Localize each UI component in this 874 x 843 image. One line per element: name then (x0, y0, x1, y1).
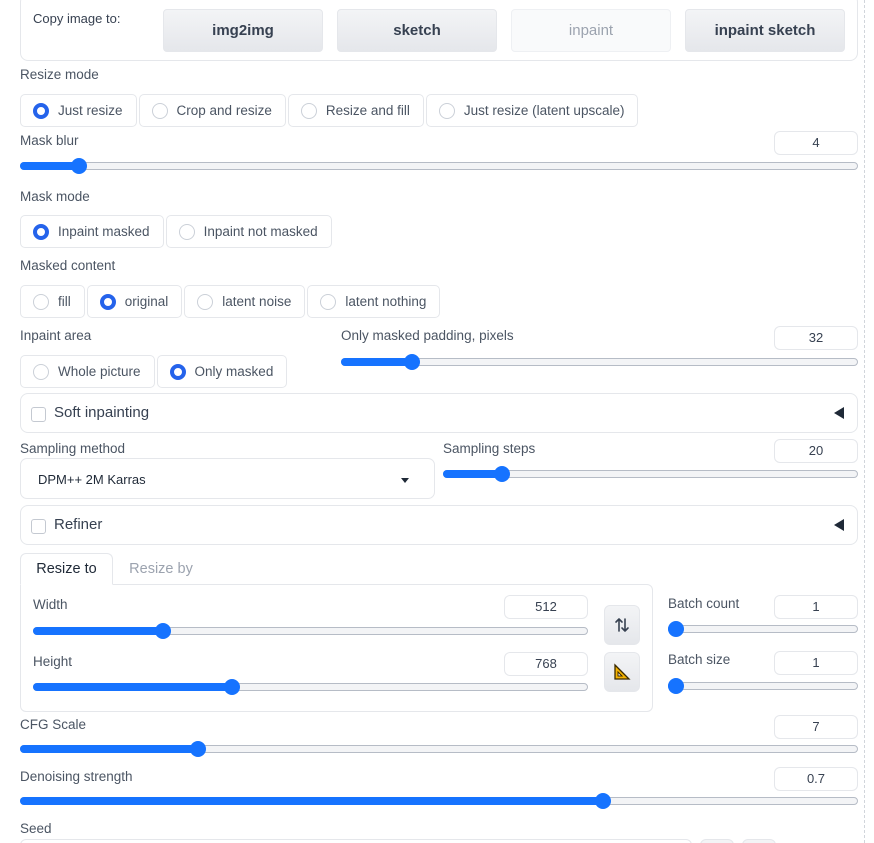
inpaint-area-only-masked[interactable]: Only masked (156, 355, 288, 388)
collapse-triangle-icon[interactable] (834, 407, 844, 419)
inpaint-area-radio-group: Whole picture Only masked (20, 355, 288, 388)
cfg-scale-label: CFG Scale (20, 717, 87, 732)
slider-handle[interactable] (403, 354, 420, 370)
masked-content-label: Masked content (20, 258, 116, 273)
width-slider[interactable] (33, 623, 588, 639)
inpaint-area-label: Inpaint area (20, 328, 92, 343)
only-masked-padding-label: Only masked padding, pixels (341, 328, 514, 343)
radio-icon (197, 293, 214, 310)
swap-dimensions-icon (615, 618, 629, 632)
random-seed-button[interactable] (700, 839, 734, 843)
masked-content-radio-group: fill original latent noise latent nothin… (20, 285, 441, 318)
masked-content-latent-noise[interactable]: latent noise (184, 285, 306, 318)
chevron-down-icon (401, 478, 409, 483)
sampling-method-dropdown[interactable]: DPM++ 2M Karras (20, 458, 435, 499)
tab-resize-by[interactable]: Resize by (129, 561, 193, 577)
masked-content-fill[interactable]: fill (20, 285, 85, 318)
soft-inpainting-accordion[interactable]: Soft inpainting (20, 393, 858, 433)
copy-to-sketch-button[interactable]: sketch (337, 9, 497, 52)
copy-to-inpaint-sketch-button[interactable]: inpaint sketch (685, 9, 845, 52)
masked-content-original[interactable]: original (86, 285, 183, 318)
mask-mode-inpaint-masked[interactable]: Inpaint masked (20, 215, 164, 248)
resize-mode-latent-upscale[interactable]: Just resize (latent upscale) (425, 94, 639, 127)
mask-mode-inpaint-not-masked[interactable]: Inpaint not masked (165, 215, 332, 248)
tab-resize-to[interactable]: Resize to (20, 553, 113, 585)
resize-tab-panel (20, 584, 653, 712)
mask-blur-slider[interactable] (20, 158, 858, 174)
radio-icon (438, 102, 455, 119)
resize-mode-radio-group: Just resize Crop and resize Resize and f… (20, 94, 639, 127)
denoising-strength-label: Denoising strength (20, 769, 133, 784)
sampling-method-value: DPM++ 2M Karras (38, 472, 146, 487)
radio-icon (151, 102, 168, 119)
width-label: Width (33, 597, 68, 612)
resize-mode-just-resize[interactable]: Just resize (20, 94, 137, 127)
batch-count-slider[interactable] (668, 621, 858, 637)
collapse-triangle-icon[interactable] (834, 519, 844, 531)
slider-handle[interactable] (154, 623, 171, 639)
seed-label: Seed (20, 821, 52, 836)
slider-handle[interactable] (71, 158, 88, 174)
refiner-checkbox[interactable] (31, 519, 46, 534)
soft-inpainting-checkbox[interactable] (31, 407, 46, 422)
mask-mode-label: Mask mode (20, 189, 90, 204)
seed-input[interactable] (20, 839, 692, 843)
refiner-title: Refiner (54, 516, 103, 533)
batch-count-input[interactable]: 1 (774, 595, 858, 619)
mask-blur-label: Mask blur (20, 133, 79, 148)
slider-handle[interactable] (190, 741, 207, 757)
radio-icon (178, 223, 195, 240)
triangle-ruler-icon (614, 663, 631, 680)
radio-selected-icon (33, 223, 49, 240)
radio-icon (320, 293, 337, 310)
width-input[interactable]: 512 (504, 595, 588, 619)
slider-handle[interactable] (224, 679, 241, 695)
height-slider[interactable] (33, 679, 588, 695)
panel-divider (864, 0, 865, 843)
batch-size-slider[interactable] (668, 678, 858, 694)
resize-mode-crop-and-resize[interactable]: Crop and resize (138, 94, 286, 127)
only-masked-padding-slider[interactable] (341, 354, 858, 370)
resize-mode-resize-and-fill[interactable]: Resize and fill (287, 94, 424, 127)
resize-mode-label: Resize mode (20, 67, 99, 82)
slider-handle[interactable] (668, 678, 684, 694)
radio-icon (300, 102, 317, 119)
reuse-seed-button[interactable] (742, 839, 776, 843)
radio-icon (33, 363, 49, 380)
denoising-strength-slider[interactable] (20, 793, 858, 809)
radio-icon (33, 293, 49, 310)
swap-dimensions-button[interactable] (604, 605, 640, 645)
mask-mode-radio-group: Inpaint masked Inpaint not masked (20, 215, 332, 248)
slider-handle[interactable] (493, 466, 510, 482)
refiner-accordion[interactable]: Refiner (20, 505, 858, 545)
height-label: Height (33, 654, 73, 669)
sampling-steps-label: Sampling steps (443, 441, 536, 456)
mask-blur-input[interactable]: 4 (774, 131, 858, 155)
aspect-ratio-button[interactable] (604, 652, 640, 692)
batch-size-label: Batch size (668, 652, 731, 667)
radio-selected-icon (33, 102, 49, 119)
sampling-steps-slider[interactable] (443, 466, 858, 482)
cfg-scale-input[interactable]: 7 (774, 715, 858, 739)
denoising-strength-input[interactable]: 0.7 (774, 767, 858, 791)
slider-handle[interactable] (668, 621, 684, 637)
sampling-steps-input[interactable]: 20 (774, 439, 858, 463)
only-masked-padding-input[interactable]: 32 (774, 326, 858, 350)
inpaint-area-whole-picture[interactable]: Whole picture (20, 355, 155, 388)
copy-to-img2img-button[interactable]: img2img (163, 9, 323, 52)
cfg-scale-slider[interactable] (20, 741, 858, 757)
batch-size-input[interactable]: 1 (774, 651, 858, 675)
copy-image-panel (20, 0, 858, 61)
height-input[interactable]: 768 (504, 652, 588, 676)
copy-image-label: Copy image to: (33, 11, 121, 26)
copy-to-inpaint-button[interactable]: inpaint (511, 9, 671, 52)
sampling-method-label: Sampling method (20, 441, 126, 456)
radio-selected-icon (99, 293, 116, 310)
batch-count-label: Batch count (668, 596, 740, 611)
masked-content-latent-nothing[interactable]: latent nothing (307, 285, 441, 318)
slider-handle[interactable] (595, 793, 612, 809)
radio-selected-icon (169, 363, 186, 380)
soft-inpainting-title: Soft inpainting (54, 404, 150, 421)
